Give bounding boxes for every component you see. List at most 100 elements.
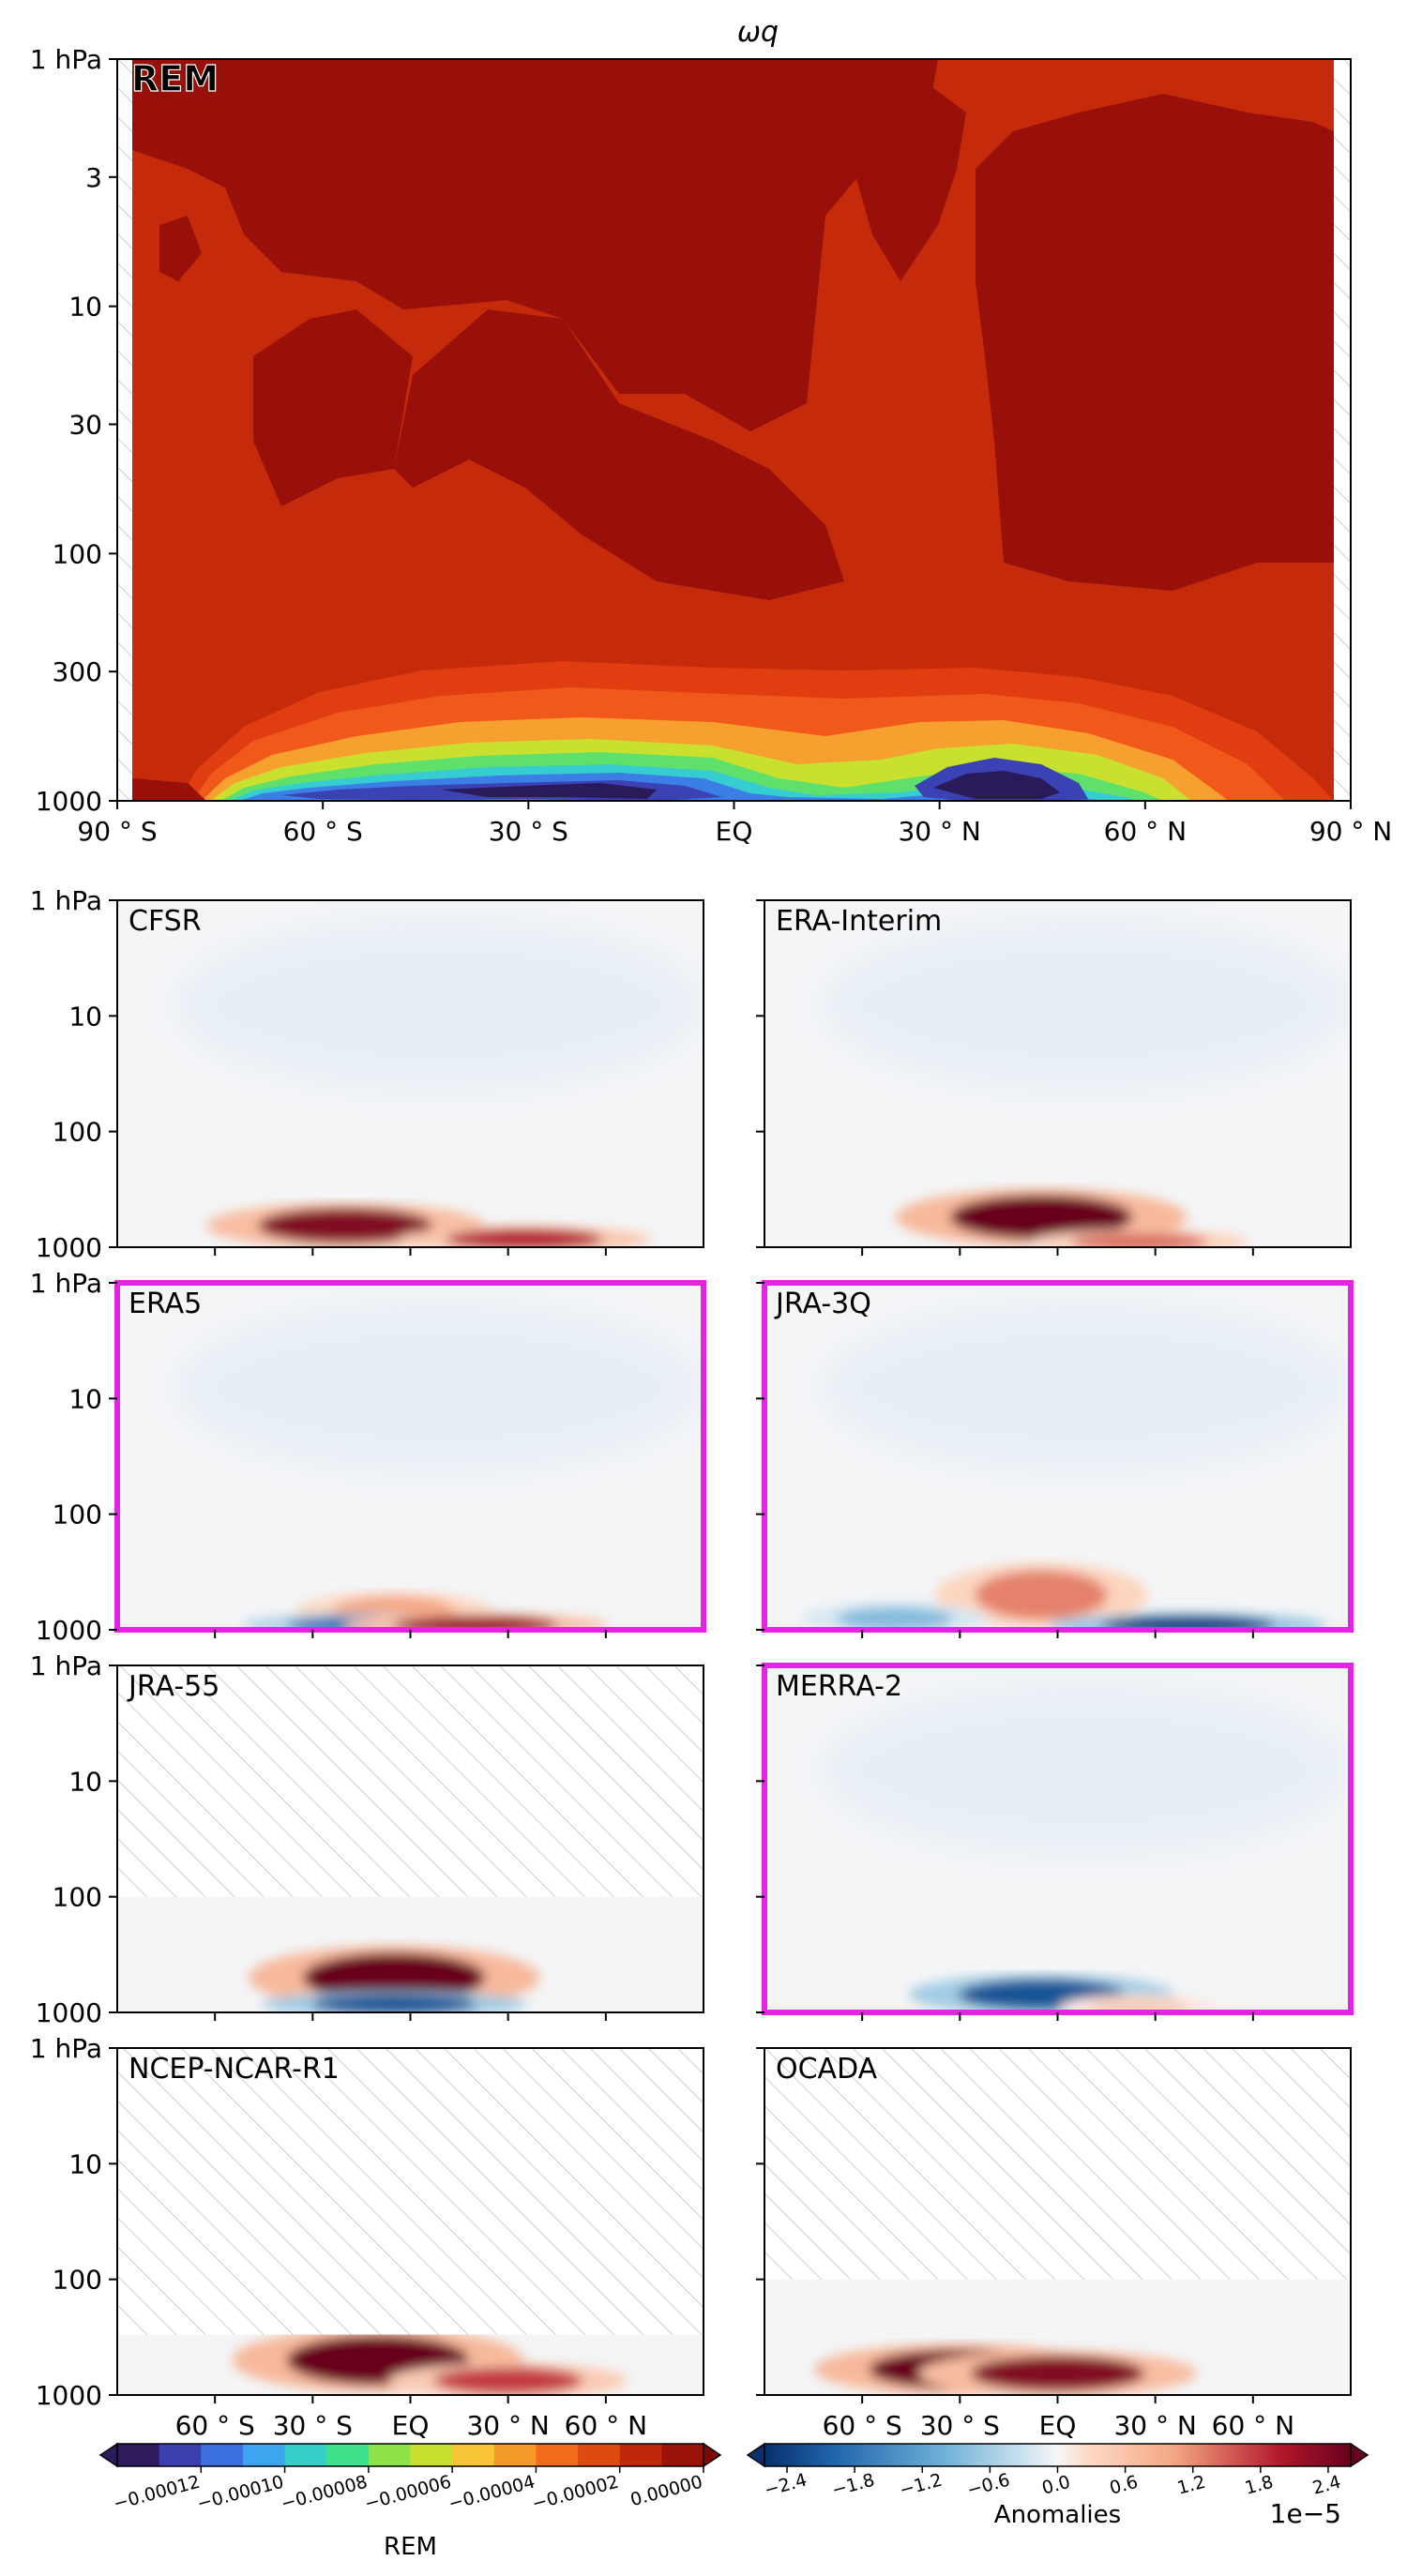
rem-y-tick-label: 10: [68, 292, 102, 323]
anomaly-colorbar-tick-label: 0.6: [1108, 2472, 1141, 2499]
ncep-ncar-r1-anomaly-core: [433, 2367, 583, 2395]
jra-3q-anomaly-core: [975, 1570, 1108, 1620]
rem-x-tick-label: 90 ° N: [1309, 816, 1392, 847]
jra-3q-panel: JRA-3Q: [756, 1280, 1354, 1638]
anomaly-colorbar-scale: 1e−5: [1270, 2498, 1341, 2529]
cfsr-y-tick-label: 100: [53, 1117, 102, 1148]
rem-x-tick-label: 90 ° S: [77, 816, 157, 847]
era5-panel: ERA5 1 hPa 10 100 1000: [30, 1268, 706, 1646]
jra-55-y-tick-label: 100: [53, 1882, 102, 1913]
rem-colorbar-min-arrow: [98, 2442, 118, 2468]
anomaly-colorbar-max-arrow: [1350, 2442, 1369, 2468]
rem-x-tick-label: 30 ° N: [898, 816, 980, 847]
era5-y-tick-label: 1000: [36, 1615, 102, 1646]
rem-colorbar-tick-label: −0.00012: [112, 2472, 203, 2515]
ocada-x-tick-label: 60 ° N: [1212, 2410, 1294, 2441]
rem-colorbar-max-arrow: [703, 2442, 722, 2468]
era5-label: ERA5: [129, 1288, 202, 1320]
jra-55-missing-data: [117, 1665, 704, 1897]
ocada-x-tick-label: 60 ° S: [823, 2410, 902, 2441]
anomaly-colorbar-tick-label: 1.2: [1175, 2472, 1208, 2499]
cfsr-y-tick-label: 1000: [36, 1232, 102, 1263]
cfsr-y-tick-label: 10: [68, 1001, 102, 1032]
anomaly-colorbar-tick-label: −2.4: [762, 2470, 809, 2501]
ocada-x-tick-label: 30 ° N: [1113, 2410, 1196, 2441]
reanalysis-panels: CFSR 1 hPa 10 100 1000 ERA-Interim ERA5 1 hPa 10…: [30, 885, 1354, 2441]
anomaly-colorbar-tick-label: −0.6: [965, 2470, 1012, 2501]
ncep-ncar-r1-label: NCEP-NCAR-R1: [129, 2053, 340, 2086]
era5-y-tick-label: 10: [68, 1383, 102, 1414]
anomaly-colorbar-tick-label: 2.4: [1310, 2472, 1343, 2499]
ocada-missing-data: [764, 2048, 1351, 2280]
rem-colorbar-segment: [661, 2444, 704, 2466]
jra-55-anomaly-core: [310, 1994, 477, 2012]
ncep-ncar-r1-x-tick-label: 60 ° N: [565, 2410, 647, 2441]
jra-55-y-tick-label: 10: [68, 1766, 102, 1797]
ocada-label: OCADA: [776, 2053, 878, 2086]
rem-colorbar-tick-label: −0.00002: [530, 2472, 621, 2515]
anomaly-colorbar-tick-label: 0.0: [1040, 2472, 1073, 2499]
rem-colorbar-tick-label: −0.00006: [362, 2472, 453, 2515]
anomaly-colorbar-gradient: [764, 2444, 1351, 2466]
rem-x-tick-label: 30 ° S: [489, 816, 568, 847]
jra-55-anomaly-core: [302, 1952, 486, 2003]
jra-55-label: JRA-55: [127, 1670, 219, 1703]
rem-panel-label: REM: [131, 58, 219, 99]
ncep-ncar-r1-x-tick-label: 30 ° N: [466, 2410, 549, 2441]
rem-y-tick-label: 1000: [36, 786, 102, 817]
jra-3q-label: JRA-3Q: [774, 1288, 871, 1320]
rem-y-tick-label: 1 hPa: [30, 44, 102, 75]
merra-2-panel: MERRA-2: [756, 1663, 1354, 2021]
rem-colorbar-segment: [117, 2444, 160, 2466]
era-interim-anomaly-core: [949, 1195, 1133, 1240]
merra-2-label: MERRA-2: [776, 1670, 902, 1703]
rem-colorbar: −0.00012−0.00010−0.00008−0.00006−0.00004…: [98, 2442, 722, 2561]
rem-colorbar-segment: [201, 2444, 244, 2466]
rem-colorbar-tick-label: 0.00000: [628, 2472, 705, 2511]
rem-colorbar-segment: [284, 2444, 327, 2466]
rem-x-tick-label: 60 ° N: [1104, 816, 1187, 847]
jra-3q-anomaly-core: [836, 1606, 953, 1630]
anomaly-colorbar-label: Anomalies: [994, 2501, 1121, 2529]
era-interim-anomaly-core: [1070, 1232, 1208, 1247]
ncep-ncar-r1-panel: NCEP-NCAR-R1 1 hPa 10 100 1000 60 ° S 30 ° S EQ…: [30, 2033, 704, 2441]
merra-2-anomaly-core: [1089, 1997, 1189, 2012]
era-interim-panel: ERA-Interim: [756, 899, 1352, 1256]
era5-y-tick-label: 1 hPa: [30, 1268, 102, 1299]
ncep-ncar-r1-x-tick-label: EQ: [392, 2410, 430, 2441]
figure-title: ωq: [737, 16, 779, 49]
rem-colorbar-segment: [493, 2444, 537, 2466]
ocada-x-tick-label: EQ: [1039, 2410, 1077, 2441]
era5-anomaly-core: [392, 1616, 559, 1630]
anomaly-colorbar-tick-label: 1.8: [1243, 2472, 1276, 2499]
ocada-x-tick-label: 30 ° S: [920, 2410, 1000, 2441]
rem-colorbar-segment: [619, 2444, 662, 2466]
rem-colorbar-segment: [536, 2444, 579, 2466]
rem-x-tick-label: EQ: [716, 816, 753, 847]
ncep-ncar-r1-y-tick-label: 1000: [36, 2380, 102, 2411]
cfsr-y-tick-label: 1 hPa: [30, 885, 102, 916]
rem-colorbar-segment: [578, 2444, 621, 2466]
rem-colorbar-frame: [116, 2443, 704, 2467]
rem-colorbar-segment: [368, 2444, 411, 2466]
cfsr-anomaly-core: [258, 1208, 432, 1243]
jra-3q-anomaly-core: [1100, 1616, 1276, 1630]
rem-y-tick-label: 3: [85, 162, 102, 193]
ncep-ncar-r1-x-tick-label: 60 ° S: [175, 2410, 255, 2441]
rem-colorbar-label: REM: [384, 2533, 437, 2561]
era-interim-label: ERA-Interim: [776, 905, 942, 938]
rem-colorbar-segment: [452, 2444, 495, 2466]
anomaly-colorbar-tick-label: −1.8: [829, 2470, 876, 2501]
rem-colorbar-tick-label: −0.00008: [279, 2472, 370, 2515]
rem-colorbar-segment: [410, 2444, 453, 2466]
jra-55-panel: JRA-55 1 hPa 10 100 1000: [30, 1650, 704, 2028]
cfsr-panel: CFSR 1 hPa 10 100 1000: [30, 885, 704, 1263]
rem-y-tick-label: 30: [68, 409, 102, 440]
anomaly-colorbar-tick-label: −1.2: [898, 2470, 945, 2501]
rem-colorbar-tick-label: −0.00004: [446, 2472, 537, 2515]
rem-colorbar-segment: [159, 2444, 202, 2466]
ncep-ncar-r1-y-tick-label: 100: [53, 2265, 102, 2296]
